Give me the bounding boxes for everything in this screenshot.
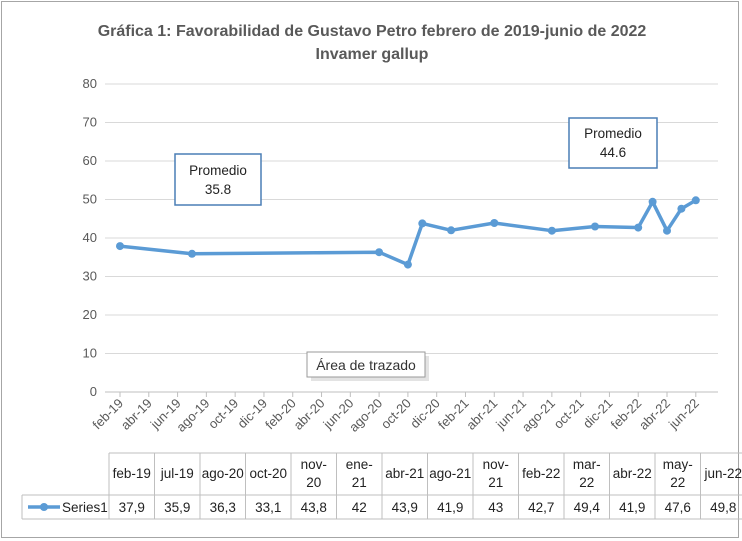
table-header-cell: feb-19 [113,466,151,481]
annotation-box-1: Promedio 35.8 [174,153,262,206]
x-tick-label: oct-20 [378,396,414,432]
y-tick-label: 30 [83,269,97,284]
tooltip-text: Área de trazado [316,357,416,373]
x-tick-label: dic-19 [234,396,270,432]
series-line [119,198,697,267]
table-header-cell: 22 [670,475,685,490]
table-header-cell: 20 [306,475,321,490]
x-tick-label: feb-22 [608,396,645,433]
x-tick-label: oct-19 [205,396,241,432]
y-tick-label: 80 [83,76,97,91]
y-tick-label: 70 [83,115,97,130]
annotation-1-label: Promedio [189,163,247,178]
table-header-cell: oct-20 [249,466,287,481]
table-value-cell: 37,9 [119,500,145,515]
table-header-cell: ago-20 [202,466,244,481]
table-value-cell: 42 [352,500,367,515]
data-point [375,248,384,257]
chart-subtitle: Invamer gallup [316,46,429,63]
annotation-2-label: Promedio [584,126,642,141]
x-tick-label: ago-19 [173,396,212,435]
x-tick-label: ago-20 [346,396,385,435]
x-tick-label: feb-20 [262,396,299,433]
x-tick-label: ago-21 [519,396,558,435]
x-axis-ticks: feb-19abr-19jun-19ago-19oct-19dic-19feb-… [89,392,702,435]
data-table: feb-19 jul-19 ago-20 oct-20 nov- 20 ene- 21 abr-… [21,452,742,520]
x-tick-label: abr-19 [118,396,155,433]
table-value-cell: 42,7 [528,500,554,515]
data-point [677,204,686,213]
table-value-cell: 49,4 [574,500,601,515]
table-value-cell: 47,6 [665,500,691,515]
y-tick-label: 20 [83,307,97,322]
x-tick-label: abr-22 [636,396,673,433]
table-header-cell: 21 [352,475,367,490]
x-tick-label: feb-21 [435,396,472,433]
table-header-cell: nov- [483,457,509,472]
table-header-cell: 21 [488,475,503,490]
x-tick-label: dic-21 [580,396,616,432]
table-value-cell: 49,8 [710,500,736,515]
table-header-cell: ene- [346,457,373,472]
table-header-cell: feb-22 [522,466,560,481]
table-value-cell: 33,1 [255,500,281,515]
y-tick-label: 60 [83,153,97,168]
data-point [418,219,427,228]
annotation-1-value: 35.8 [205,182,231,197]
table-legend-marker [40,503,48,511]
data-point [634,223,643,232]
y-tick-label: 40 [83,230,97,245]
plot-area [116,196,700,269]
data-point [547,226,556,235]
table-header-cell: abr-22 [613,466,652,481]
table-header-cell: may- [663,457,693,472]
table-value-cell: 41,9 [437,500,463,515]
data-point [403,260,412,269]
data-point [116,242,124,251]
table-series-label: Series1 [62,500,108,515]
y-tick-label: 50 [83,192,97,207]
table-header-cell: 22 [579,475,594,490]
annotation-box-2: Promedio 44.6 [568,117,658,169]
data-point [691,196,700,205]
table-value-cell: 43,9 [392,500,418,515]
x-tick-label: abr-21 [463,396,500,433]
y-tick-label: 0 [90,384,97,399]
data-point [648,197,657,206]
table-value-cell: 41,9 [619,500,645,515]
data-point [663,226,671,235]
y-tick-label: 10 [83,346,97,361]
chart-title: Gráfica 1: Favorabilidad de Gustavo Petr… [98,23,647,40]
table-value-cell: 43 [488,500,503,515]
x-tick-label: jun-22 [665,396,702,433]
table-header-cell: abr-21 [385,466,424,481]
table-header-cell: jul-19 [160,466,194,481]
x-tick-label: feb-19 [89,396,126,433]
x-tick-label: oct-21 [551,396,587,432]
x-tick-label: dic-20 [407,396,443,432]
data-point [591,222,599,231]
table-value-cell: 43,8 [301,500,327,515]
table-header-cell: mar- [573,457,601,472]
annotation-2-value: 44.6 [600,145,626,160]
table-value-cell: 36,3 [210,500,236,515]
data-point [447,226,456,235]
table-value-cell: 35,9 [164,500,190,515]
table-header-cell: nov- [301,457,327,472]
y-axis-ticks: 0 10 20 30 40 50 60 70 80 [83,76,97,399]
table-header-cell: ago-21 [429,466,471,481]
data-point [188,249,196,258]
data-point [490,219,499,227]
plot-area-tooltip: Área de trazado [306,351,429,381]
table-header-cell: jun-22 [703,466,742,481]
x-tick-label: abr-20 [290,396,327,433]
